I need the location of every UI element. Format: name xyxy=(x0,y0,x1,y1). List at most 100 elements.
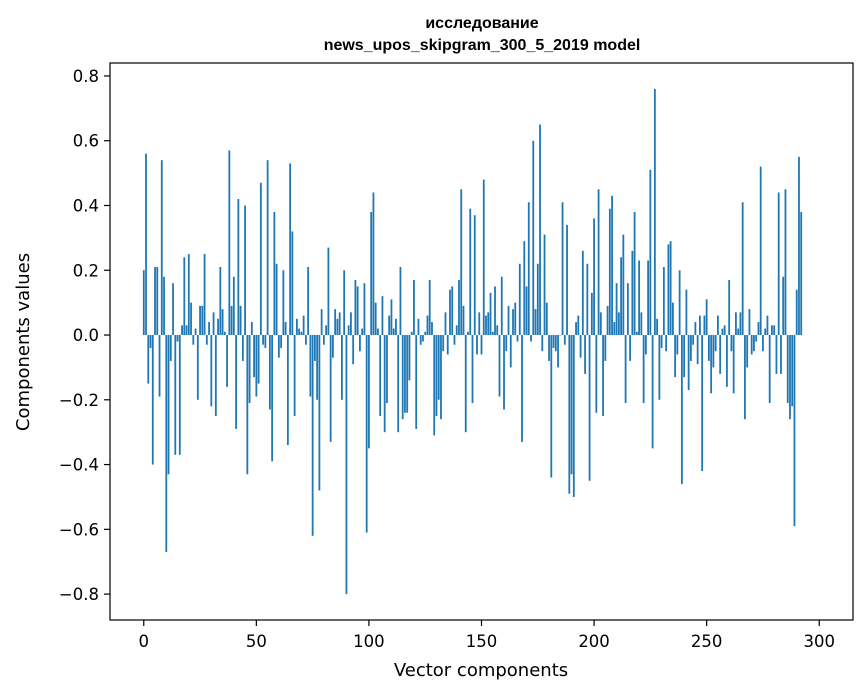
bar xyxy=(755,335,758,342)
bar xyxy=(295,318,298,336)
bar xyxy=(791,335,794,407)
bar xyxy=(597,189,600,336)
bar xyxy=(561,202,564,336)
bar xyxy=(606,305,609,336)
bar xyxy=(771,325,773,336)
bar xyxy=(280,335,283,348)
bar xyxy=(692,335,695,345)
bar xyxy=(444,312,447,336)
bar xyxy=(644,335,647,355)
bar xyxy=(264,335,267,348)
bar xyxy=(329,335,332,442)
bar xyxy=(268,335,271,410)
bar xyxy=(766,315,769,336)
bar xyxy=(275,263,278,336)
bar xyxy=(491,331,494,336)
bar xyxy=(735,312,737,336)
bar xyxy=(467,331,469,336)
bar xyxy=(223,331,226,336)
bar xyxy=(183,257,186,336)
bar xyxy=(277,335,280,358)
chart-title-line-1: исследование xyxy=(425,15,538,32)
bar xyxy=(237,199,240,336)
bar xyxy=(579,335,582,358)
x-tick-label: 150 xyxy=(466,632,498,651)
bar xyxy=(356,286,359,336)
bar xyxy=(588,335,591,481)
bar xyxy=(721,328,724,336)
bar xyxy=(413,279,415,336)
bar xyxy=(431,322,433,336)
bar xyxy=(489,292,492,336)
bar xyxy=(230,305,233,336)
bar xyxy=(440,335,442,420)
bar xyxy=(147,335,150,384)
bar xyxy=(631,250,634,336)
bar xyxy=(613,322,616,336)
bar xyxy=(494,286,496,336)
bar xyxy=(611,195,613,336)
bar xyxy=(232,276,235,336)
bar xyxy=(570,335,573,475)
bar xyxy=(325,325,328,336)
bar xyxy=(705,299,708,336)
bar xyxy=(205,335,208,345)
bar xyxy=(773,325,776,336)
bar xyxy=(266,160,269,336)
bar xyxy=(336,318,339,336)
bar xyxy=(775,335,778,374)
bar xyxy=(219,267,222,336)
bar xyxy=(246,335,249,475)
bar xyxy=(710,335,713,394)
bar xyxy=(318,335,321,491)
bar xyxy=(768,335,771,404)
bar xyxy=(298,328,301,336)
bar xyxy=(201,305,204,336)
bar xyxy=(187,254,190,336)
bar xyxy=(345,335,348,595)
bar-series xyxy=(142,88,803,595)
bar xyxy=(282,270,285,336)
bar xyxy=(746,335,749,368)
bar xyxy=(142,270,145,336)
bar xyxy=(262,335,264,345)
bar xyxy=(446,335,449,355)
bar xyxy=(554,335,557,352)
bar xyxy=(626,283,629,336)
bar xyxy=(498,335,501,397)
bar xyxy=(532,140,535,336)
bar xyxy=(543,234,546,336)
bar xyxy=(190,302,192,336)
bar xyxy=(622,234,625,336)
bar xyxy=(696,335,699,365)
bar xyxy=(516,335,519,342)
bar xyxy=(390,299,393,336)
bar xyxy=(635,331,638,336)
bar xyxy=(509,335,512,368)
bar xyxy=(651,335,654,449)
bar xyxy=(169,335,172,361)
bar xyxy=(165,335,168,552)
bar xyxy=(449,289,451,336)
bar xyxy=(374,302,377,336)
bar xyxy=(248,335,251,404)
bar xyxy=(753,335,755,352)
bar xyxy=(372,192,375,336)
bar xyxy=(199,305,201,336)
bar xyxy=(250,322,253,336)
bar xyxy=(415,335,418,429)
bar xyxy=(235,335,237,429)
bar xyxy=(471,335,474,404)
bar xyxy=(552,335,555,348)
bar xyxy=(671,302,674,336)
bar xyxy=(669,241,672,336)
bar xyxy=(741,202,744,336)
bar xyxy=(437,335,440,400)
bar xyxy=(503,335,505,410)
bar xyxy=(196,335,199,400)
bar xyxy=(386,335,388,404)
bar xyxy=(368,335,370,449)
bar xyxy=(228,150,231,336)
bar xyxy=(557,335,559,368)
x-tick-label: 200 xyxy=(578,632,610,651)
